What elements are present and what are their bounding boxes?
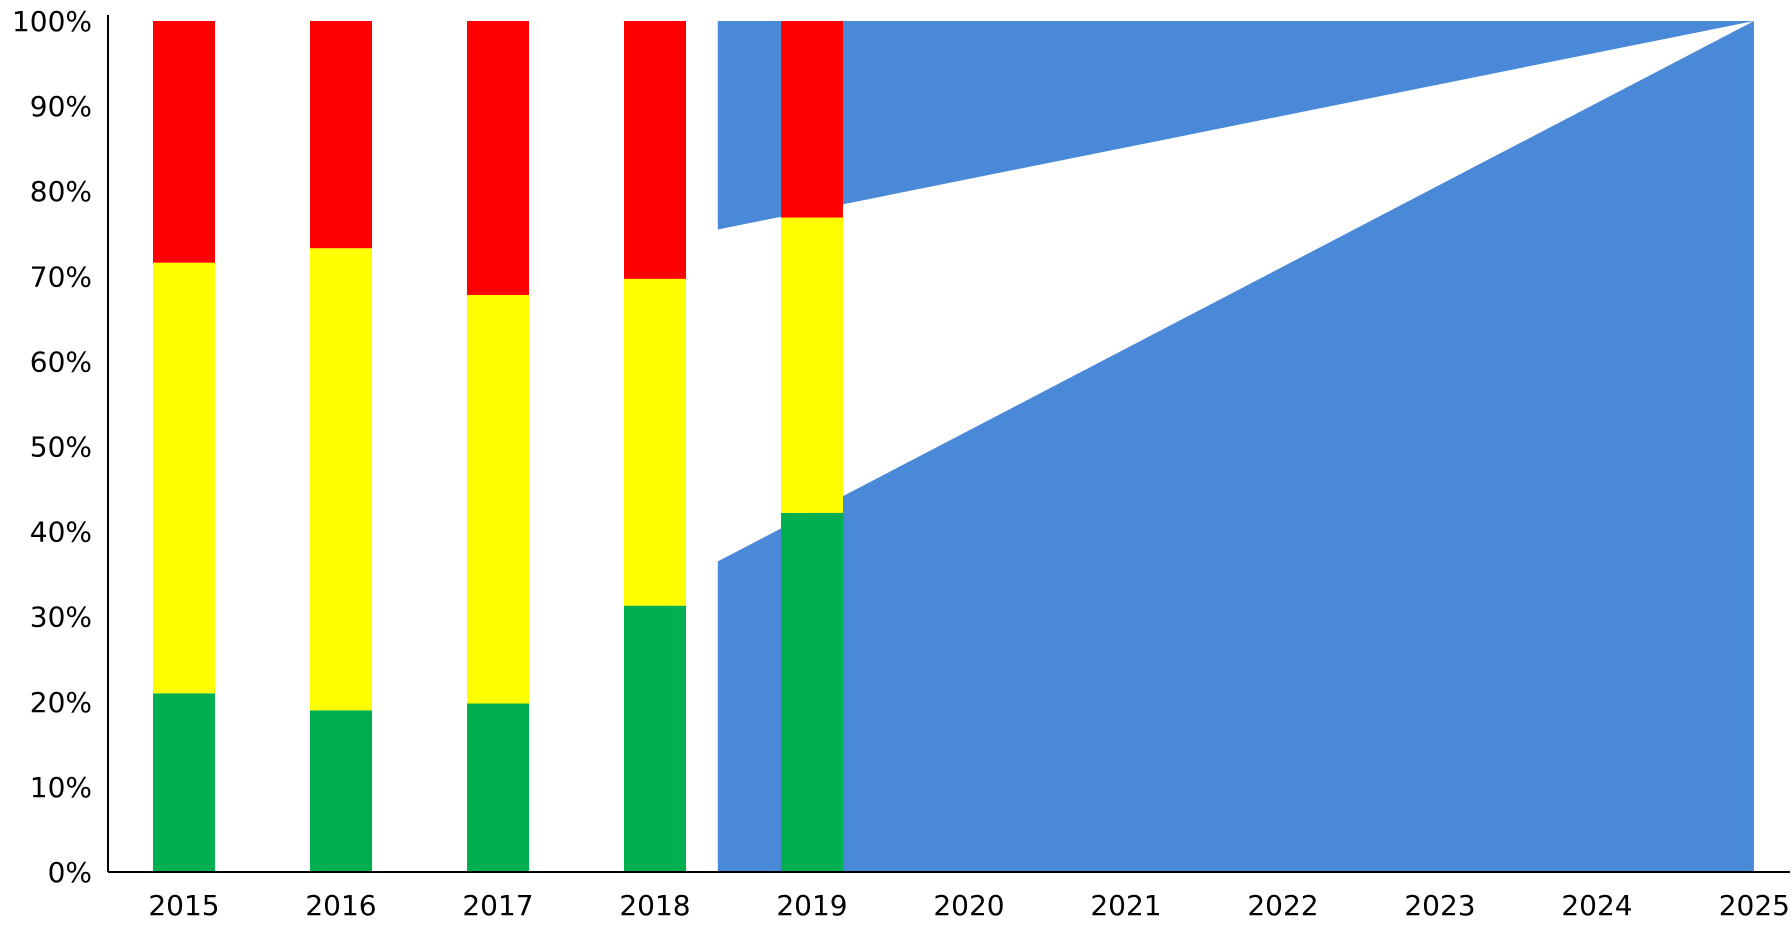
bar-2018-segment-3 bbox=[624, 21, 686, 279]
y-tick-label: 20% bbox=[30, 686, 92, 719]
bar-2019-segment-3 bbox=[781, 21, 843, 218]
y-tick-label: 100% bbox=[12, 5, 92, 38]
x-tick-label: 2020 bbox=[933, 889, 1004, 922]
y-tick-label: 60% bbox=[30, 345, 92, 378]
bar-2017-segment-1 bbox=[467, 703, 529, 872]
y-tick-label: 50% bbox=[30, 431, 92, 464]
target-area-upper bbox=[717, 21, 1754, 230]
x-tick-label: 2017 bbox=[462, 889, 533, 922]
y-tick-label: 30% bbox=[30, 601, 92, 634]
bars-layer bbox=[153, 21, 843, 872]
bar-2016-segment-1 bbox=[310, 710, 372, 872]
x-tick-label: 2015 bbox=[148, 889, 219, 922]
bar-2017-segment-3 bbox=[467, 21, 529, 296]
bar-2019-segment-1 bbox=[781, 512, 843, 872]
x-tick-label: 2021 bbox=[1090, 889, 1161, 922]
y-tick-labels: 0% 10% 20% 30% 40% 50% 60% 70% 80% 90% 100% bbox=[12, 5, 92, 889]
bar-2015-segment-3 bbox=[153, 21, 215, 263]
y-tick-label: 10% bbox=[30, 771, 92, 804]
x-tick-label: 2018 bbox=[619, 889, 690, 922]
axes-layer bbox=[107, 15, 1790, 873]
bar-2019-segment-2 bbox=[781, 217, 843, 513]
x-tick-label: 2025 bbox=[1719, 889, 1790, 922]
y-tick-label: 90% bbox=[30, 90, 92, 123]
x-tick-label: 2023 bbox=[1404, 889, 1475, 922]
bar-2018-segment-1 bbox=[624, 605, 686, 872]
y-tick-label: 0% bbox=[48, 856, 92, 889]
x-tick-label: 2024 bbox=[1561, 889, 1632, 922]
x-tick-label: 2019 bbox=[776, 889, 847, 922]
bar-2015-segment-1 bbox=[153, 693, 215, 872]
target-area-lower bbox=[717, 21, 1754, 872]
bar-2016-segment-2 bbox=[310, 248, 372, 711]
bar-2015-segment-2 bbox=[153, 262, 215, 694]
x-tick-label: 2022 bbox=[1247, 889, 1318, 922]
y-tick-label: 70% bbox=[30, 260, 92, 293]
bar-2016-segment-3 bbox=[310, 21, 372, 249]
bar-2017-segment-2 bbox=[467, 295, 529, 704]
y-tick-label: 80% bbox=[30, 175, 92, 208]
x-tick-label: 2016 bbox=[305, 889, 376, 922]
bar-2018-segment-2 bbox=[624, 278, 686, 606]
y-tick-label: 40% bbox=[30, 516, 92, 549]
target-area-layer bbox=[717, 21, 1754, 872]
x-tick-labels: 2015 2016 2017 2018 2019 2020 2021 2022 2023 2024… bbox=[148, 889, 1790, 922]
